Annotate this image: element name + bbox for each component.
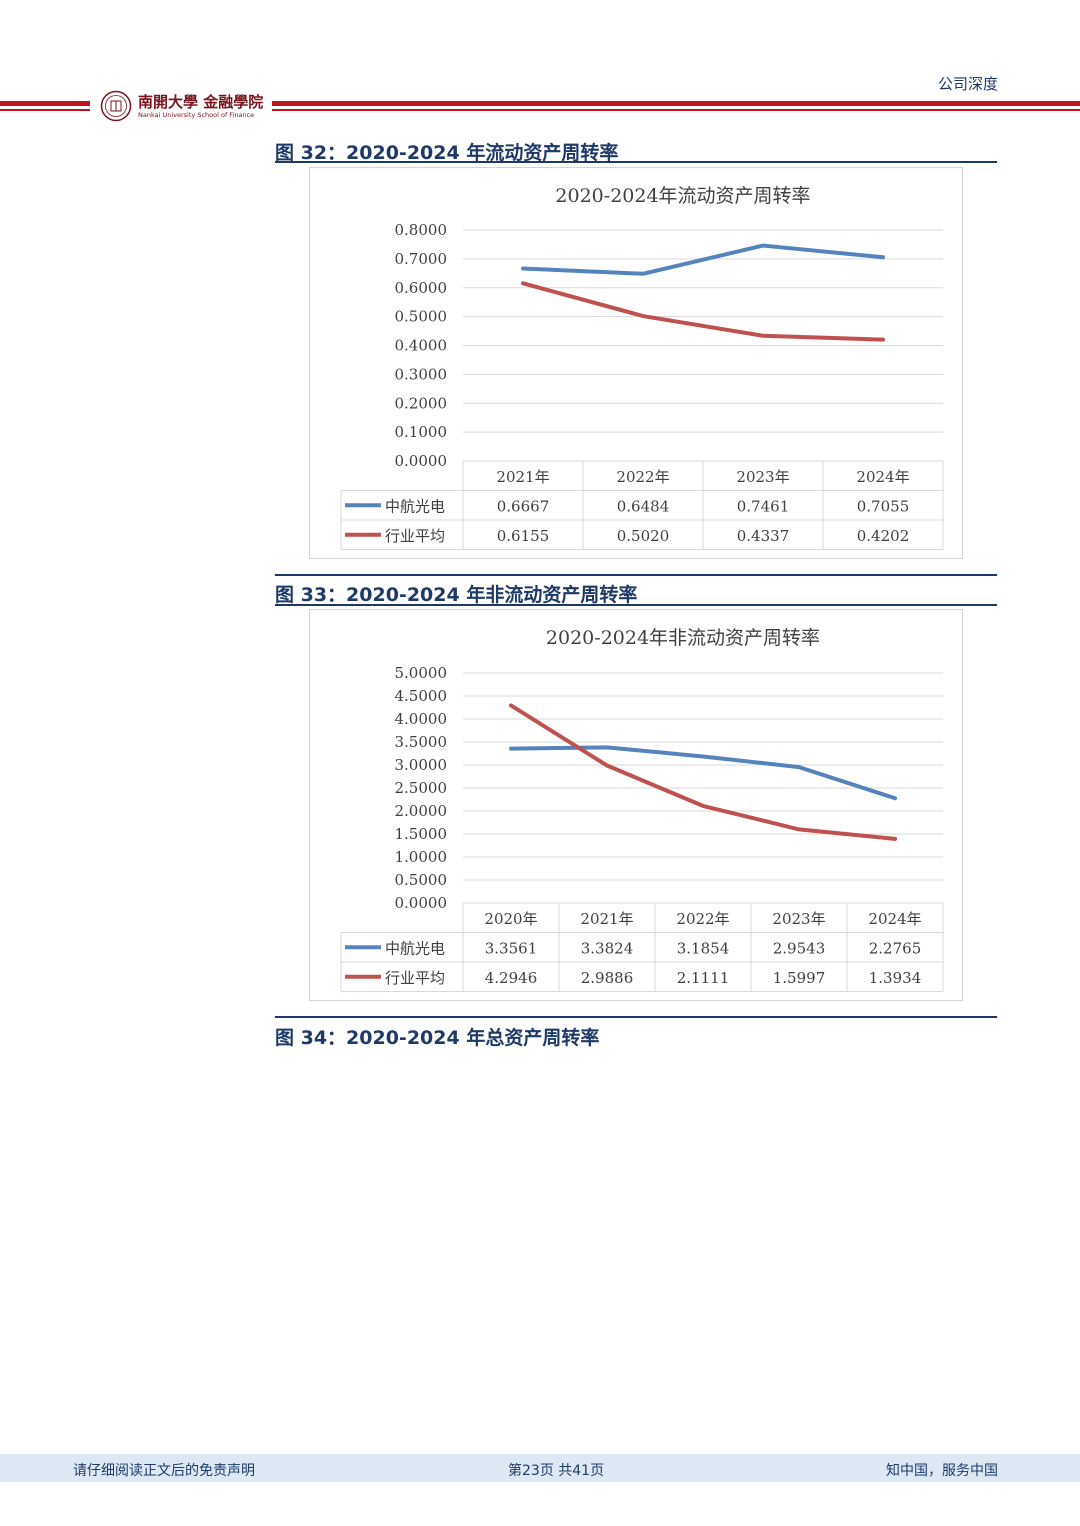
- figure-32-rule: [275, 161, 997, 163]
- figure-34-title: 图 34：2020-2024 年总资产周转率: [275, 1027, 600, 1049]
- data-label: 2.9886: [581, 969, 634, 987]
- category-label: 2023年: [736, 468, 789, 486]
- logo-english-text: Nankai University School of Finance: [138, 111, 255, 119]
- series-line-industry: [509, 703, 897, 841]
- y-tick-label: 0.7000: [395, 250, 448, 268]
- chart-32-frame: 2020-2024年流动资产周转率 0.8000 0.7000 0.6000 0.500…: [309, 167, 963, 559]
- y-tick-label: 2.0000: [395, 802, 448, 820]
- data-label: 3.3561: [485, 939, 538, 957]
- chart-title: 2020-2024年非流动资产周转率: [546, 627, 820, 649]
- category-label: 2023年: [772, 910, 825, 928]
- category-label: 2022年: [676, 910, 729, 928]
- footer-bar: [0, 1454, 1080, 1482]
- y-tick-label: 4.5000: [395, 687, 448, 705]
- legend-label: 中航光电: [385, 497, 445, 515]
- category-label: 2022年: [616, 468, 669, 486]
- university-logo: 南開大學 金融學院 Nankai University School of Fi…: [100, 90, 265, 124]
- data-label: 0.4337: [737, 527, 790, 545]
- y-tick-label: 3.0000: [395, 756, 448, 774]
- data-label: 0.6484: [617, 497, 670, 515]
- y-tick-label: 0.4000: [395, 337, 448, 355]
- header-rule-left-thin: [0, 109, 90, 111]
- data-label: 4.2946: [485, 969, 538, 987]
- footer-page-number: 第23页 共41页: [508, 1463, 605, 1479]
- data-label: 0.7055: [857, 497, 910, 515]
- category-label: 2020年: [484, 910, 537, 928]
- footer-disclaimer: 请仔细阅读正文后的免责声明: [73, 1463, 255, 1479]
- data-label: 3.3824: [581, 939, 634, 957]
- data-label: 3.1854: [677, 939, 730, 957]
- data-label: 1.5997: [773, 969, 826, 987]
- y-tick-label: 2.5000: [395, 779, 448, 797]
- figure-34-top-rule: [275, 1016, 997, 1018]
- y-tick-label: 1.0000: [395, 848, 448, 866]
- category-label: 2024年: [856, 468, 909, 486]
- header-rule-left: [0, 101, 90, 106]
- chart-33-frame: 2020-2024年非流动资产周转率 5.0000 4.5000 4.0000 3.50…: [309, 609, 963, 1001]
- figure-32-title: 图 32：2020-2024 年流动资产周转率: [275, 142, 619, 164]
- chart-title: 2020-2024年流动资产周转率: [555, 185, 810, 207]
- data-label: 0.4202: [857, 527, 910, 545]
- figure-33-rule: [275, 604, 997, 606]
- category-label: 2024年: [868, 910, 921, 928]
- header-rule-right-thin: [272, 109, 1080, 111]
- y-tick-label: 0.2000: [395, 394, 448, 412]
- y-tick-label: 3.5000: [395, 733, 448, 751]
- figure-33-top-rule: [275, 574, 997, 576]
- chart-33: 2020-2024年非流动资产周转率 5.0000 4.5000 4.0000 3.50…: [340, 627, 944, 992]
- legend-label: 行业平均: [385, 969, 445, 987]
- y-tick-label: 0.0000: [395, 894, 448, 912]
- data-label: 0.5020: [617, 527, 670, 545]
- y-tick-label: 0.0000: [395, 452, 448, 470]
- data-label: 1.3934: [869, 969, 922, 987]
- data-label: 0.6155: [497, 527, 550, 545]
- series-line-company: [509, 745, 897, 801]
- y-tick-label: 0.5000: [395, 308, 448, 326]
- footer-slogan: 知中国，服务中国: [886, 1463, 998, 1479]
- y-tick-label: 5.0000: [395, 664, 448, 682]
- figure-33-title: 图 33：2020-2024 年非流动资产周转率: [275, 584, 638, 606]
- y-tick-label: 1.5000: [395, 825, 448, 843]
- y-tick-label: 0.8000: [395, 221, 448, 239]
- y-tick-label: 4.0000: [395, 710, 448, 728]
- series-line-company: [521, 243, 885, 276]
- logo-chinese-text: 南開大學 金融學院: [138, 93, 264, 111]
- legend-label: 行业平均: [385, 527, 445, 545]
- data-label: 2.1111: [677, 969, 730, 987]
- chart-32: 2020-2024年流动资产周转率 0.8000 0.7000 0.6000 0.500…: [340, 185, 944, 550]
- data-label: 0.6667: [497, 497, 550, 515]
- category-label: 2021年: [496, 468, 549, 486]
- series-line-industry: [521, 281, 885, 342]
- data-label: 2.2765: [869, 939, 922, 957]
- legend-label: 中航光电: [385, 939, 445, 957]
- y-tick-label: 0.1000: [395, 423, 448, 441]
- category-label: 2021年: [580, 910, 633, 928]
- header-rule-right: [272, 101, 1080, 106]
- data-label: 2.9543: [773, 939, 826, 957]
- y-tick-label: 0.3000: [395, 365, 448, 383]
- y-tick-label: 0.5000: [395, 871, 448, 889]
- y-tick-label: 0.6000: [395, 279, 448, 297]
- data-label: 0.7461: [737, 497, 790, 515]
- seal-icon: [100, 90, 132, 122]
- report-type-label: 公司深度: [937, 75, 998, 93]
